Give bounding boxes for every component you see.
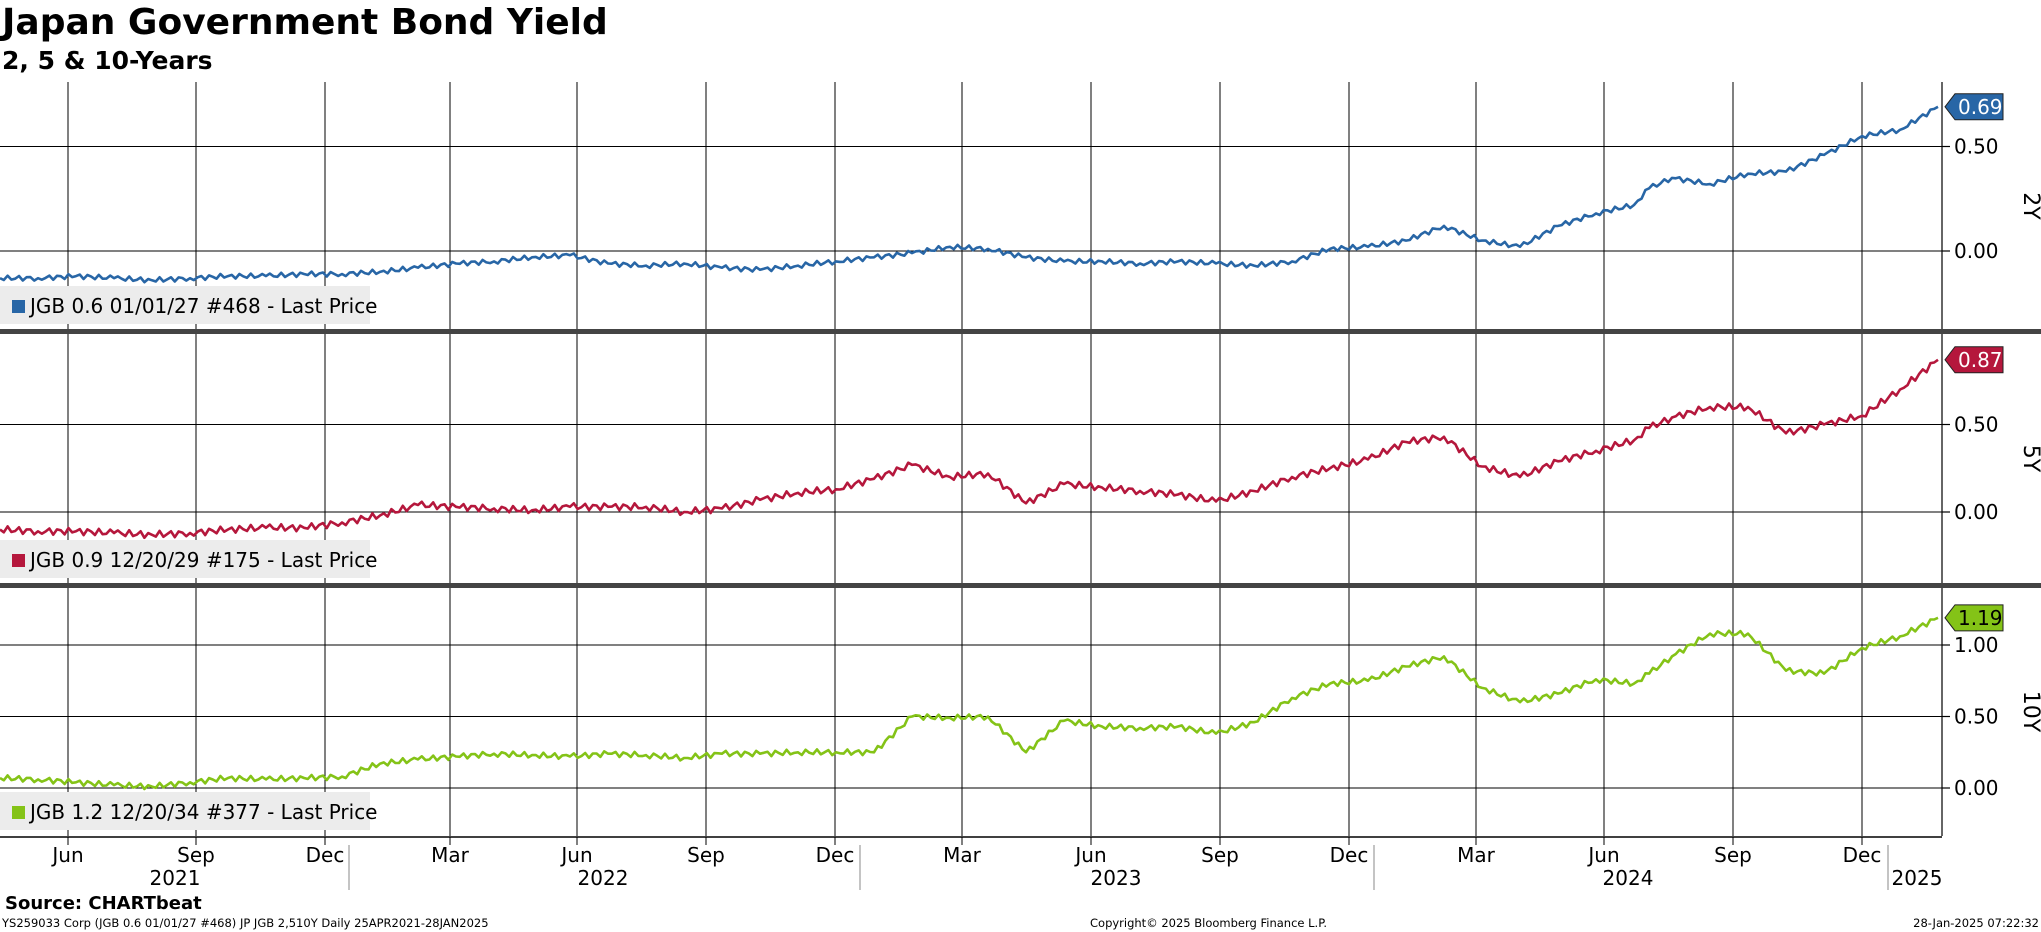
x-tick-label-year: 2022	[578, 866, 629, 890]
x-tick-label-month: Mar	[943, 843, 982, 867]
panel-5y: 0.50 0.00 5Y 0.87 JGB 0.9 12/20/29 #175 - La…	[0, 333, 2041, 584]
x-tick-label-year: 2023	[1091, 866, 1142, 890]
x-tick-label-month: Sep	[177, 843, 215, 867]
y-tick-label: 0.00	[1954, 500, 1999, 524]
chart-subtitle: 2, 5 & 10-Years	[2, 46, 213, 75]
x-tick-label-year: 2021	[150, 866, 201, 890]
x-tick-label-month: Dec	[816, 843, 855, 867]
last-value-badge	[1944, 346, 2004, 374]
series-line	[0, 105, 1939, 284]
x-tick-label-year: 2025	[1892, 866, 1943, 890]
legend-box	[0, 286, 370, 324]
x-tick-label-month: Dec	[1843, 843, 1882, 867]
legend-swatch	[12, 806, 25, 819]
last-value-label: 0.69	[1958, 95, 2003, 119]
x-tick-label-month: Mar	[431, 843, 470, 867]
legend-box	[0, 792, 370, 830]
footer-copyright: Copyright© 2025 Bloomberg Finance L.P.	[1090, 916, 1327, 930]
source-label: Source: CHARTbeat	[5, 893, 202, 914]
series-line	[0, 616, 1939, 791]
y-tick-label: 1.00	[1954, 633, 1999, 657]
last-value-label: 1.19	[1958, 606, 2003, 630]
footer-timestamp: 28-Jan-2025 07:22:32	[1913, 916, 2039, 930]
legend-swatch	[12, 554, 25, 567]
series-line	[0, 358, 1939, 540]
legend-label: JGB 0.6 01/01/27 #468 - Last Price	[28, 294, 378, 318]
y-tick-label: 0.00	[1954, 776, 1999, 800]
x-tick-label-month: Jun	[50, 843, 83, 867]
legend-box	[0, 540, 370, 578]
panel-separator	[0, 329, 2041, 334]
y-tick-label: 0.50	[1954, 135, 1999, 159]
y-tick-label: 0.50	[1954, 705, 1999, 729]
x-tick-label-month: Jun	[559, 843, 592, 867]
legend-label: JGB 0.9 12/20/29 #175 - Last Price	[28, 548, 378, 572]
axis-title-2y: 2Y	[2018, 192, 2041, 220]
x-tick-label-month: Dec	[306, 843, 345, 867]
last-value-label: 0.87	[1958, 348, 2003, 372]
axis-title-5y: 5Y	[2018, 445, 2041, 473]
axis-title-10y: 10Y	[2018, 691, 2041, 733]
legend-label: JGB 1.2 12/20/34 #377 - Last Price	[28, 800, 378, 824]
x-tick-label-month: Jun	[1586, 843, 1619, 867]
x-tick-label-month: Sep	[1201, 843, 1239, 867]
y-tick-label: 0.00	[1954, 239, 1999, 263]
panel-2y: 0.50 0.00 2Y 0.69 JGB 0.6 01/01/27 #468 - La…	[0, 82, 2041, 330]
x-tick-label-month: Sep	[1714, 843, 1752, 867]
panel-10y: 1.00 0.50 0.00 10Y 1.19 JGB 1.2 12/20/34 #377…	[0, 587, 2041, 836]
x-tick-label-month: Dec	[1330, 843, 1369, 867]
last-value-badge	[1944, 604, 2004, 632]
x-tick-label-year: 2024	[1603, 866, 1654, 890]
y-tick-label: 0.50	[1954, 413, 1999, 437]
x-tick-label-month: Sep	[687, 843, 725, 867]
x-tick-label-month: Jun	[1073, 843, 1106, 867]
chart-title: Japan Government Bond Yield	[2, 2, 608, 43]
footer-security-info: YS259033 Corp (JGB 0.6 01/01/27 #468) JP…	[2, 916, 489, 930]
last-value-badge	[1944, 93, 2004, 121]
x-tick-label-month: Mar	[1457, 843, 1496, 867]
legend-swatch	[12, 300, 25, 313]
panel-separator	[0, 583, 2041, 588]
